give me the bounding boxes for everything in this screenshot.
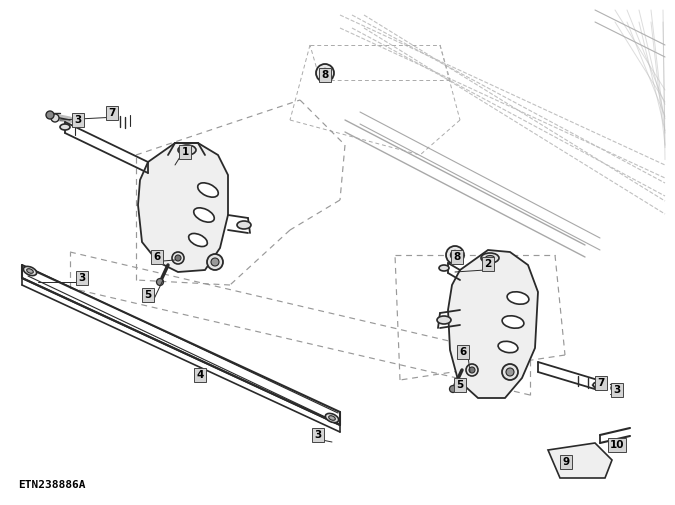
Text: 6: 6 bbox=[460, 347, 466, 357]
Ellipse shape bbox=[182, 147, 192, 153]
Text: 7: 7 bbox=[108, 108, 115, 118]
Circle shape bbox=[316, 64, 334, 82]
Circle shape bbox=[469, 367, 475, 373]
Polygon shape bbox=[138, 143, 228, 272]
Text: 9: 9 bbox=[562, 457, 570, 467]
Ellipse shape bbox=[325, 414, 339, 423]
Ellipse shape bbox=[237, 221, 251, 229]
Circle shape bbox=[172, 252, 184, 264]
Polygon shape bbox=[448, 250, 538, 398]
Polygon shape bbox=[548, 443, 612, 478]
Ellipse shape bbox=[439, 265, 449, 271]
Text: 8: 8 bbox=[321, 70, 329, 80]
Ellipse shape bbox=[60, 124, 70, 130]
Circle shape bbox=[502, 364, 518, 380]
Text: 3: 3 bbox=[614, 385, 620, 395]
Ellipse shape bbox=[502, 316, 524, 328]
Circle shape bbox=[611, 384, 619, 392]
Ellipse shape bbox=[194, 208, 214, 222]
Circle shape bbox=[446, 246, 464, 264]
Text: 3: 3 bbox=[78, 273, 86, 283]
Text: 5: 5 bbox=[144, 290, 152, 300]
Text: 3: 3 bbox=[315, 430, 321, 440]
Circle shape bbox=[466, 364, 478, 376]
Ellipse shape bbox=[481, 253, 499, 263]
Text: 10: 10 bbox=[610, 440, 624, 450]
Circle shape bbox=[323, 71, 327, 75]
Ellipse shape bbox=[437, 316, 451, 324]
Ellipse shape bbox=[198, 183, 218, 197]
Circle shape bbox=[211, 258, 219, 266]
Ellipse shape bbox=[498, 341, 518, 352]
Circle shape bbox=[450, 385, 456, 392]
Text: ETN238886A: ETN238886A bbox=[18, 480, 86, 490]
Text: 8: 8 bbox=[454, 252, 460, 262]
Text: 5: 5 bbox=[456, 380, 464, 390]
Circle shape bbox=[175, 255, 181, 261]
Circle shape bbox=[51, 114, 59, 122]
Circle shape bbox=[453, 253, 457, 257]
Circle shape bbox=[157, 278, 163, 285]
Ellipse shape bbox=[178, 145, 196, 155]
Text: 4: 4 bbox=[196, 370, 204, 380]
Circle shape bbox=[321, 69, 329, 77]
Ellipse shape bbox=[27, 269, 33, 273]
Ellipse shape bbox=[188, 233, 207, 246]
Circle shape bbox=[450, 250, 460, 260]
Text: 2: 2 bbox=[485, 259, 491, 269]
Circle shape bbox=[46, 111, 54, 119]
Circle shape bbox=[207, 254, 223, 270]
Ellipse shape bbox=[593, 382, 603, 388]
Ellipse shape bbox=[24, 267, 36, 276]
Text: 1: 1 bbox=[182, 147, 188, 157]
Ellipse shape bbox=[329, 416, 335, 420]
Circle shape bbox=[506, 368, 514, 376]
Text: 6: 6 bbox=[153, 252, 161, 262]
Ellipse shape bbox=[485, 256, 495, 261]
Text: 7: 7 bbox=[597, 378, 605, 388]
Ellipse shape bbox=[507, 292, 529, 304]
Text: 3: 3 bbox=[74, 115, 82, 125]
